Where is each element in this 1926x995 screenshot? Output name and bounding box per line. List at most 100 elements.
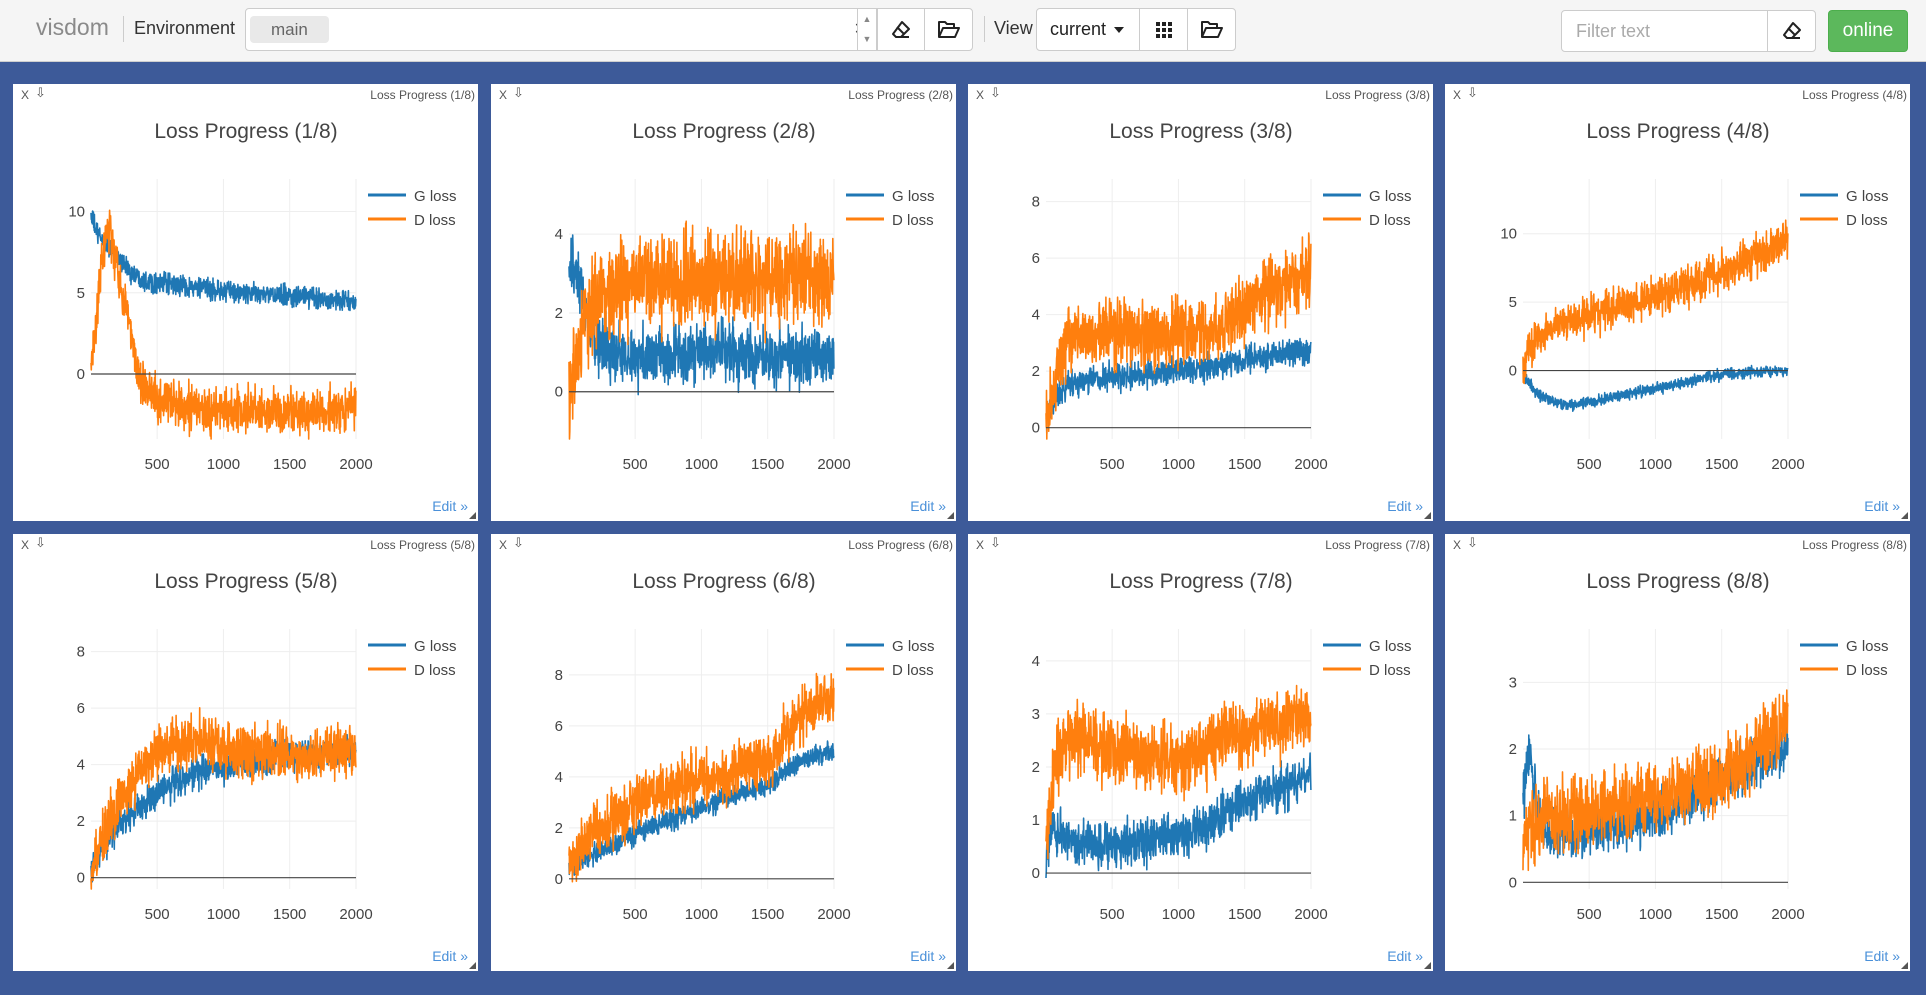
close-icon[interactable]: X <box>21 538 30 552</box>
line-chart: Loss Progress (4/8) 500 1000 1500 2000 0 5 10 G … <box>1500 120 1888 473</box>
close-icon[interactable]: X <box>976 538 985 552</box>
edit-link[interactable]: Edit » <box>432 948 468 964</box>
connection-status-button[interactable]: online <box>1828 10 1908 52</box>
legend-label: D loss <box>892 212 934 229</box>
resize-handle[interactable] <box>1424 962 1431 969</box>
chevron-up-icon[interactable]: ▲ <box>862 14 872 24</box>
resize-handle[interactable] <box>469 962 476 969</box>
edit-link[interactable]: Edit » <box>1387 948 1423 964</box>
y-tick-label: 1 <box>1509 808 1517 825</box>
series-line-d-loss <box>568 220 835 440</box>
legend-label: G loss <box>1369 638 1412 655</box>
chart-pane[interactable]: X ⇩ Loss Progress (7/8) Edit » Loss Progress… <box>968 534 1433 971</box>
resize-handle[interactable] <box>469 512 476 519</box>
environment-label: Environment <box>134 18 236 38</box>
x-tick-label: 2000 <box>1771 456 1804 473</box>
resize-handle[interactable] <box>1901 962 1908 969</box>
download-icon[interactable]: ⇩ <box>990 535 1001 550</box>
download-icon[interactable]: ⇩ <box>513 535 524 550</box>
chart-pane[interactable]: X ⇩ Loss Progress (8/8) Edit » Loss Progress… <box>1445 534 1910 971</box>
chart-title: Loss Progress (4/8) <box>1586 120 1769 143</box>
download-icon[interactable]: ⇩ <box>1467 535 1478 550</box>
chart-title: Loss Progress (8/8) <box>1586 570 1769 593</box>
grid-icon <box>1155 21 1172 38</box>
x-tick-label: 2000 <box>817 456 850 473</box>
toolbar: visdom Environment main × ▲ ▼ View curre… <box>0 0 1926 62</box>
resize-handle[interactable] <box>1901 512 1908 519</box>
edit-link[interactable]: Edit » <box>1864 948 1900 964</box>
chart-pane[interactable]: X ⇩ Loss Progress (6/8) Edit » Loss Progress… <box>491 534 956 971</box>
line-chart: Loss Progress (3/8) 500 1000 1500 2000 0 2 4 6 8 G… <box>1032 120 1412 473</box>
chart-pane[interactable]: X ⇩ Loss Progress (2/8) Edit » Loss Progress… <box>491 84 956 521</box>
edit-link[interactable]: Edit » <box>1387 498 1423 514</box>
x-tick-label: 1500 <box>751 456 784 473</box>
clear-filter-button[interactable] <box>1767 10 1816 52</box>
close-icon[interactable]: X <box>499 88 508 102</box>
y-tick-label: 2 <box>1032 363 1040 380</box>
download-icon[interactable]: ⇩ <box>35 85 46 100</box>
x-tick-label: 500 <box>145 906 170 923</box>
chart-pane[interactable]: X ⇩ Loss Progress (3/8) Edit » Loss Progress… <box>968 84 1433 521</box>
manage-views-button[interactable] <box>1187 8 1236 51</box>
y-tick-label: 0 <box>1509 874 1517 891</box>
repack-layout-button[interactable] <box>1139 8 1188 51</box>
environment-scroll-arrows[interactable]: ▲ ▼ <box>857 8 877 51</box>
app-brand: visdom <box>36 14 109 40</box>
chart-title: Loss Progress (3/8) <box>1109 120 1292 143</box>
y-tick-label: 0 <box>555 871 563 888</box>
download-icon[interactable]: ⇩ <box>513 85 524 100</box>
toolbar-divider <box>984 16 985 42</box>
clear-environment-button[interactable] <box>877 8 925 51</box>
y-tick-label: 5 <box>1509 294 1517 311</box>
pane-caption: Loss Progress (7/8) <box>1325 538 1430 552</box>
line-chart: Loss Progress (7/8) 500 1000 1500 2000 0 1 2 3 4 G… <box>1032 570 1412 923</box>
resize-handle[interactable] <box>947 962 954 969</box>
series-line-d-loss <box>1522 689 1789 872</box>
view-dropdown-value: current <box>1049 19 1107 39</box>
resize-handle[interactable] <box>947 512 954 519</box>
y-tick-label: 1 <box>1032 812 1040 829</box>
series-line-g-loss <box>90 210 357 312</box>
edit-link[interactable]: Edit » <box>910 948 946 964</box>
x-tick-label: 1000 <box>207 456 240 473</box>
toolbar-divider <box>123 16 124 42</box>
line-chart: Loss Progress (2/8) 500 1000 1500 2000 0 2 4 G l… <box>555 120 935 473</box>
close-icon[interactable]: X <box>976 88 985 102</box>
resize-handle[interactable] <box>1424 512 1431 519</box>
manage-environments-button[interactable] <box>924 8 973 51</box>
y-tick-label: 10 <box>68 204 85 221</box>
legend-label: D loss <box>1369 212 1411 229</box>
chart-pane[interactable]: X ⇩ Loss Progress (4/8) Edit » Loss Progress… <box>1445 84 1910 521</box>
chart-pane[interactable]: X ⇩ Loss Progress (5/8) Edit » Loss Progress… <box>13 534 478 971</box>
download-icon[interactable]: ⇩ <box>35 535 46 550</box>
pane-caption: Loss Progress (1/8) <box>370 88 475 102</box>
download-icon[interactable]: ⇩ <box>1467 85 1478 100</box>
legend-label: G loss <box>892 188 935 205</box>
series-line-d-loss <box>90 707 357 890</box>
pane-caption: Loss Progress (2/8) <box>848 88 953 102</box>
download-icon[interactable]: ⇩ <box>990 85 1001 100</box>
environment-tag[interactable]: main <box>250 16 329 43</box>
legend-label: D loss <box>414 662 456 679</box>
chart-pane[interactable]: X ⇩ Loss Progress (1/8) Edit » Loss Progress… <box>13 84 478 521</box>
close-icon[interactable]: X <box>499 538 508 552</box>
close-icon[interactable]: X <box>1453 538 1462 552</box>
edit-link[interactable]: Edit » <box>432 498 468 514</box>
view-dropdown[interactable]: current <box>1036 8 1140 51</box>
x-tick-label: 1500 <box>1705 456 1738 473</box>
x-tick-label: 2000 <box>339 906 372 923</box>
y-tick-label: 4 <box>555 226 563 243</box>
environment-selector[interactable]: main × <box>245 8 877 51</box>
x-tick-label: 1500 <box>273 456 306 473</box>
x-tick-label: 1500 <box>1228 456 1261 473</box>
pane-caption: Loss Progress (6/8) <box>848 538 953 552</box>
filter-input[interactable] <box>1561 10 1769 52</box>
chevron-down-icon[interactable]: ▼ <box>862 34 872 44</box>
close-icon[interactable]: X <box>1453 88 1462 102</box>
edit-link[interactable]: Edit » <box>1864 498 1900 514</box>
legend-label: D loss <box>892 662 934 679</box>
close-icon[interactable]: X <box>21 88 30 102</box>
edit-link[interactable]: Edit » <box>910 498 946 514</box>
series-line-d-loss <box>90 209 357 440</box>
line-chart: Loss Progress (1/8) 500 1000 1500 2000 0 5 10 G … <box>68 120 456 473</box>
